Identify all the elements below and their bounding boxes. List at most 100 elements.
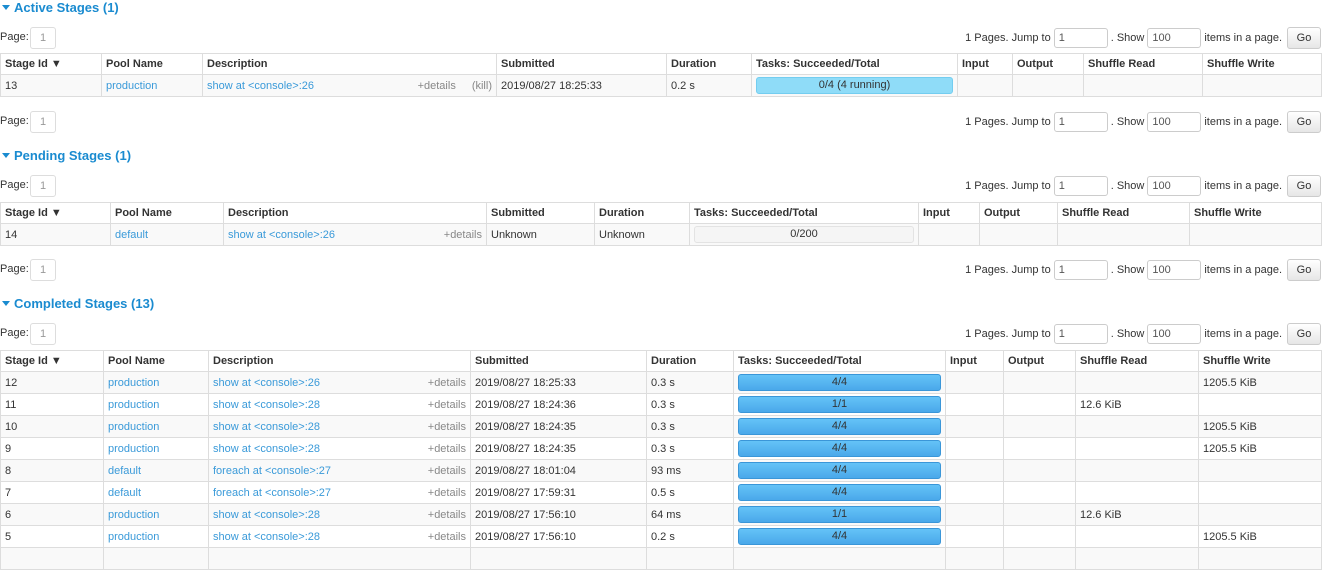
go-button[interactable]: Go	[1287, 111, 1321, 133]
stage-description-link[interactable]: show at <console>:26	[228, 228, 336, 241]
column-header-pool[interactable]: Pool Name	[110, 202, 224, 224]
cell-shuffle-write: 1205.5 KiB	[1198, 525, 1322, 548]
column-header-id[interactable]: Stage Id ▼	[0, 202, 111, 224]
column-header-input[interactable]: Input	[918, 202, 980, 224]
column-header-duration[interactable]: Duration	[666, 53, 752, 75]
page-number-button[interactable]: 1	[30, 259, 56, 281]
page-size-input[interactable]	[1147, 112, 1202, 132]
details-toggle-link[interactable]: +details	[427, 398, 466, 411]
jump-to-page-input[interactable]	[1053, 28, 1108, 48]
pool-name-link[interactable]: default	[108, 486, 142, 499]
pool-name-link[interactable]: production	[108, 398, 160, 411]
page-number-button[interactable]: 1	[30, 323, 56, 345]
active-stages-header[interactable]: Active Stages (1)	[2, 0, 119, 15]
column-header-pool[interactable]: Pool Name	[103, 350, 209, 372]
column-header-desc[interactable]: Description	[208, 350, 471, 372]
column-header-shuffle-write[interactable]: Shuffle Write	[1202, 53, 1322, 75]
details-toggle-link[interactable]: +details	[427, 464, 466, 477]
column-header-desc[interactable]: Description	[202, 53, 497, 75]
details-toggle-link[interactable]: +details	[417, 79, 456, 92]
table-header-row: Stage Id ▼ Pool Name Description Submitted D…	[0, 202, 1322, 224]
stage-description-link[interactable]: show at <console>:26	[213, 376, 321, 389]
details-toggle-link[interactable]: +details	[427, 486, 466, 499]
task-progress-bar: 1/1	[738, 396, 941, 413]
column-header-input[interactable]: Input	[945, 350, 1004, 372]
collapse-triangle-icon	[2, 153, 10, 159]
pool-name-link[interactable]: production	[108, 376, 160, 389]
pending-stages-title: Pending Stages (1)	[14, 148, 132, 163]
column-header-shuffle-write[interactable]: Shuffle Write	[1189, 202, 1322, 224]
column-header-id[interactable]: Stage Id ▼	[0, 350, 104, 372]
details-toggle-link[interactable]: +details	[443, 228, 482, 241]
column-header-output[interactable]: Output	[979, 202, 1058, 224]
page-size-input[interactable]	[1147, 28, 1202, 48]
cell-tasks: 4/4	[733, 437, 946, 460]
page-size-input[interactable]	[1147, 260, 1202, 280]
column-header-desc[interactable]: Description	[223, 202, 487, 224]
column-header-shuffle-write[interactable]: Shuffle Write	[1198, 350, 1322, 372]
pagination-controls: 1 Pages. Jump to . Show items in a page. Go	[965, 175, 1321, 197]
stage-description-link[interactable]: foreach at <console>:27	[213, 486, 332, 499]
page-label: Page:	[0, 263, 29, 275]
stage-description-link[interactable]: show at <console>:28	[213, 442, 321, 455]
cell-id: 5	[0, 525, 104, 548]
jump-to-page-input[interactable]	[1053, 176, 1108, 196]
cell-output	[1003, 415, 1076, 438]
column-header-id[interactable]: Stage Id ▼	[0, 53, 102, 75]
pool-name-link[interactable]: production	[108, 420, 160, 433]
pool-name-link[interactable]: default	[115, 228, 149, 241]
jump-to-page-input[interactable]	[1053, 324, 1108, 344]
column-header-output[interactable]: Output	[1012, 53, 1084, 75]
column-header-output[interactable]: Output	[1003, 350, 1076, 372]
stage-description-link[interactable]: show at <console>:26	[207, 79, 315, 92]
stage-description-link[interactable]: show at <console>:28	[213, 420, 321, 433]
column-header-duration[interactable]: Duration	[646, 350, 734, 372]
column-header-tasks[interactable]: Tasks: Succeeded/Total	[751, 53, 958, 75]
column-header-duration[interactable]: Duration	[594, 202, 690, 224]
details-toggle-link[interactable]: +details	[427, 376, 466, 389]
page-number-button[interactable]: 1	[30, 111, 56, 133]
stage-description-link[interactable]: show at <console>:28	[213, 398, 321, 411]
column-header-shuffle-read[interactable]: Shuffle Read	[1075, 350, 1199, 372]
column-header-submitted[interactable]: Submitted	[486, 202, 595, 224]
column-header-input[interactable]: Input	[957, 53, 1013, 75]
go-button[interactable]: Go	[1287, 323, 1321, 345]
pool-name-link[interactable]: production	[106, 79, 158, 92]
column-header-pool[interactable]: Pool Name	[101, 53, 203, 75]
stage-description-link[interactable]: foreach at <console>:27	[213, 464, 332, 477]
jump-to-page-input[interactable]	[1053, 260, 1108, 280]
jump-to-page-input[interactable]	[1053, 112, 1108, 132]
pages-text: 1 Pages. Jump to	[965, 180, 1051, 192]
page-number-button[interactable]: 1	[30, 27, 56, 49]
pool-name-link[interactable]: production	[108, 508, 160, 521]
task-progress-bar: 4/4	[738, 374, 941, 391]
go-button[interactable]: Go	[1287, 175, 1321, 197]
column-header-submitted[interactable]: Submitted	[470, 350, 647, 372]
kill-stage-link[interactable]: (kill)	[471, 79, 492, 92]
go-button[interactable]: Go	[1287, 27, 1321, 49]
pending-stages-header[interactable]: Pending Stages (1)	[2, 148, 131, 163]
column-header-shuffle-read[interactable]: Shuffle Read	[1057, 202, 1190, 224]
column-header-submitted[interactable]: Submitted	[496, 53, 667, 75]
page-number-button[interactable]: 1	[30, 175, 56, 197]
completed-stages-header[interactable]: Completed Stages (13)	[2, 296, 154, 311]
stage-description-link[interactable]: show at <console>:28	[213, 508, 321, 521]
pool-name-link[interactable]: production	[108, 442, 160, 455]
column-header-shuffle-read[interactable]: Shuffle Read	[1083, 53, 1203, 75]
go-button[interactable]: Go	[1287, 259, 1321, 281]
details-toggle-link[interactable]: +details	[427, 442, 466, 455]
details-toggle-link[interactable]: +details	[427, 530, 466, 543]
details-toggle-link[interactable]: +details	[427, 508, 466, 521]
cell-tasks: 4/4	[733, 415, 946, 438]
pool-name-link[interactable]: production	[108, 530, 160, 543]
cell-shuffle-read	[1075, 437, 1199, 460]
details-toggle-link[interactable]: +details	[427, 420, 466, 433]
column-header-tasks[interactable]: Tasks: Succeeded/Total	[733, 350, 946, 372]
column-header-tasks[interactable]: Tasks: Succeeded/Total	[689, 202, 919, 224]
active-stages-title: Active Stages (1)	[14, 0, 119, 15]
pool-name-link[interactable]: default	[108, 464, 142, 477]
cell-output	[1003, 481, 1076, 504]
page-size-input[interactable]	[1147, 176, 1202, 196]
page-size-input[interactable]	[1147, 324, 1202, 344]
stage-description-link[interactable]: show at <console>:28	[213, 530, 321, 543]
